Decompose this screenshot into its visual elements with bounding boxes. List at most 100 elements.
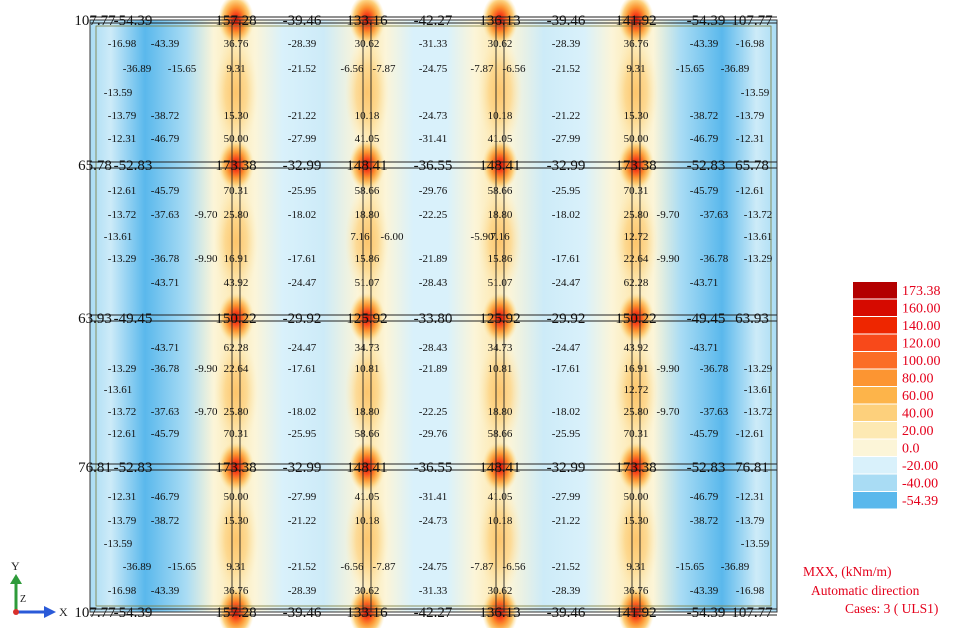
warm-zone (214, 484, 258, 595)
support-moment-value: -42.27 (414, 13, 453, 29)
panel-moment-value: 15.30 (224, 515, 249, 527)
panel-moment-value: 36.76 (224, 585, 249, 597)
contour-background (90, 20, 777, 612)
legend-label: 100.00 (902, 354, 941, 369)
x-axis-label: X (59, 605, 68, 619)
support-moment-value: 63.93 (735, 311, 769, 327)
panel-moment-value: 58.66 (488, 185, 513, 197)
panel-moment-value: 25.80 (224, 406, 249, 418)
panel-moment-value: -31.33 (419, 38, 448, 50)
panel-moment-value: -9.70 (195, 209, 218, 221)
hot-spot (349, 586, 385, 628)
panel-moment-value: 15.30 (224, 110, 249, 122)
panel-moment-value: -21.89 (419, 253, 448, 265)
panel-moment-value: -21.22 (552, 515, 580, 527)
hot-spot (482, 292, 518, 344)
support-moment-value: 157.28 (215, 13, 256, 29)
panel-moment-value: 10.18 (488, 110, 513, 122)
panel-moment-value: -24.75 (419, 63, 448, 75)
panel-moment-value: 70.31 (624, 185, 649, 197)
panel-moment-value: 16.91 (624, 363, 649, 375)
panel-moment-value: 25.80 (624, 209, 649, 221)
panel-moment-value: -18.02 (552, 406, 580, 418)
legend-swatch (853, 299, 897, 316)
panel-moment-value: -21.22 (552, 110, 580, 122)
panel-moment-value: 70.31 (224, 185, 249, 197)
panel-moment-value: -13.29 (108, 253, 137, 265)
panel-moment-value: -12.31 (108, 491, 136, 503)
panel-moment-value: 18.80 (488, 406, 513, 418)
panel-moment-value: 9.31 (626, 561, 645, 573)
panel-moment-value: 30.62 (355, 585, 380, 597)
panel-moment-value: 41.05 (355, 491, 380, 503)
panel-moment-value: -15.65 (676, 561, 705, 573)
hot-spot (618, 139, 654, 191)
panel-moment-value: -45.79 (151, 185, 180, 197)
panel-moment-value: -13.29 (744, 253, 773, 265)
y-axis-label: Y (11, 559, 20, 573)
panel-moment-value: 70.31 (624, 428, 649, 440)
legend-swatch (853, 317, 897, 334)
panel-moment-value: -12.61 (108, 428, 136, 440)
support-moment-value: 125.92 (479, 311, 520, 327)
panel-moment-value: 58.66 (488, 428, 513, 440)
panel-moment-value: 12.72 (624, 231, 649, 243)
panel-moment-value: -25.95 (288, 428, 317, 440)
panel-moment-value: -18.02 (288, 209, 316, 221)
panel-moment-value: 41.05 (488, 491, 513, 503)
panel-moment-value: -21.52 (288, 63, 316, 75)
support-moment-value: -36.55 (414, 460, 453, 476)
panel-moment-value: -6.00 (381, 231, 404, 243)
panel-moment-value: 36.76 (624, 38, 649, 50)
panel-moment-value: -17.61 (552, 363, 580, 375)
support-moment-value: 76.81 (735, 460, 769, 476)
legend-swatch (853, 352, 897, 369)
panel-moment-value: -13.79 (736, 110, 765, 122)
panel-moment-value: -28.43 (419, 277, 448, 289)
panel-moment-value: -21.52 (552, 63, 580, 75)
panel-moment-value: -43.39 (690, 38, 719, 50)
support-moment-value: 107.77 (731, 13, 773, 29)
panel-moment-value: -13.61 (104, 384, 132, 396)
panel-moment-value: -38.72 (690, 110, 718, 122)
panel-moment-value: 15.30 (624, 110, 649, 122)
panel-moment-value: -27.99 (552, 491, 581, 503)
legend-swatch (853, 422, 897, 439)
panel-moment-value: -45.79 (690, 428, 719, 440)
panel-moment-value: -25.95 (288, 185, 317, 197)
panel-moment-value: 50.00 (224, 491, 249, 503)
panel-moment-value: -21.52 (552, 561, 580, 573)
panel-moment-value: -5.90 (471, 231, 494, 243)
panel-moment-value: -37.63 (700, 406, 729, 418)
panel-moment-value: -13.29 (108, 363, 137, 375)
panel-moment-value: 9.31 (226, 63, 245, 75)
panel-moment-value: -13.79 (108, 110, 137, 122)
warm-zone (614, 484, 658, 595)
legend-swatch (853, 474, 897, 491)
legend-label: -54.39 (902, 494, 938, 509)
panel-moment-value: -13.59 (741, 87, 770, 99)
legend-swatch (853, 404, 897, 421)
panel-moment-value: -28.43 (419, 342, 448, 354)
support-moment-value: 150.22 (215, 311, 256, 327)
panel-moment-value: 36.76 (624, 585, 649, 597)
panel-moment-value: -13.61 (744, 384, 772, 396)
panel-moment-value: -15.65 (676, 63, 705, 75)
panel-moment-value: -27.99 (288, 133, 317, 145)
panel-moment-value: -13.72 (744, 406, 772, 418)
panel-moment-value: -13.59 (104, 538, 133, 550)
panel-moment-value: -13.29 (744, 363, 773, 375)
panel-moment-value: 50.00 (224, 133, 249, 145)
panel-moment-value: -6.56 (503, 561, 526, 573)
panel-moment-value: -31.41 (419, 133, 447, 145)
legend-swatch (853, 439, 897, 456)
panel-moment-value: 10.18 (355, 515, 380, 527)
panel-moment-value: 15.86 (355, 253, 380, 265)
support-moment-value: -32.99 (283, 158, 322, 174)
panel-moment-value: 10.81 (355, 363, 380, 375)
result-type-label: MXX, (kNm/m) (803, 564, 892, 579)
panel-moment-value: -7.87 (471, 63, 494, 75)
hot-spot (482, 441, 518, 493)
panel-moment-value: -16.98 (736, 38, 765, 50)
hot-spot (218, 586, 254, 628)
